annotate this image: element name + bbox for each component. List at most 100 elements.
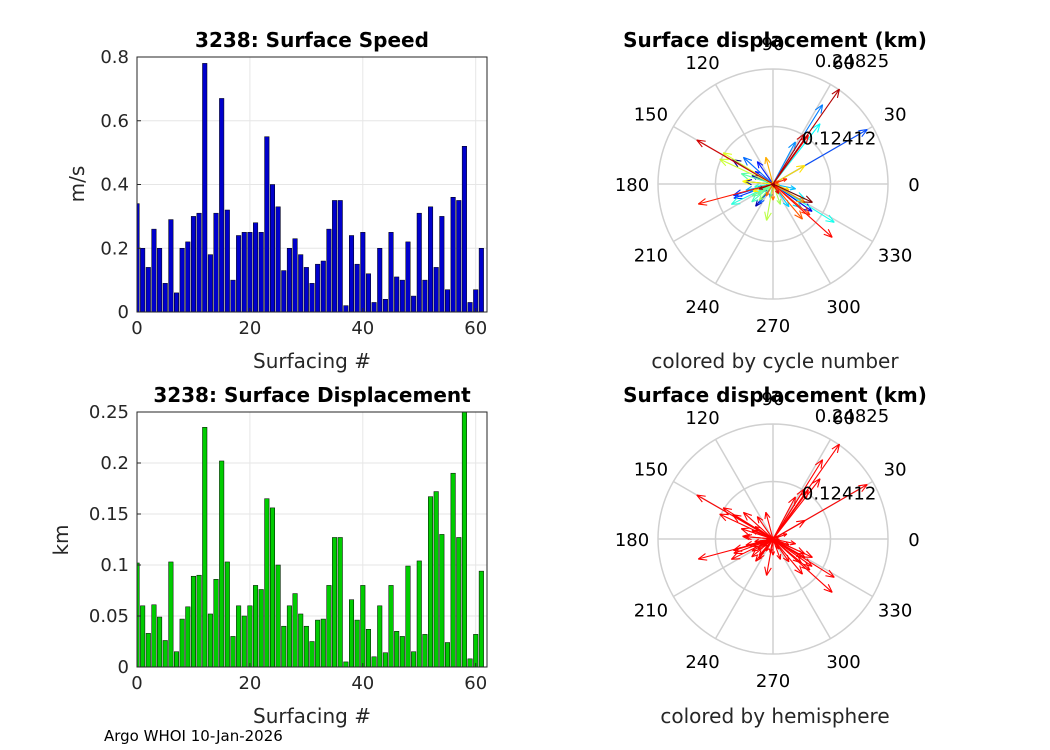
speed-bar [461,146,467,313]
polar2-arrow-head [698,558,708,561]
polar2-arrow-head [743,511,753,516]
speed-bar [337,200,343,313]
displacement-bar [399,636,405,668]
speed-bar [382,299,388,313]
displacement-bar [253,585,259,668]
polar2-arrow [742,511,774,540]
polar1-arrow-head [743,156,753,161]
polar2-arrow-head [796,488,805,495]
displacement-bar [207,613,213,668]
speed-bar [422,279,428,313]
displacement-y-axis-label: km [49,524,73,555]
speed-bar [151,228,157,313]
displacement-bar [241,615,247,668]
polar2-arrow-head [751,550,756,558]
polar2-arrow-head [783,533,788,538]
polar2-arrow-shaft [766,538,774,576]
polar2-arrow-head [788,496,796,504]
speed-bar [207,254,213,313]
polar1-spoke [772,84,832,185]
polar1-arrow-shaft [765,183,774,197]
polar2-arrow-shaft [772,538,813,558]
polar1-angle-label: 60 [832,53,855,74]
speed-bar [230,279,236,313]
speed-bar [241,232,247,313]
displacement-bar [320,618,326,668]
polar1-arrow-head [811,123,821,129]
polar1-spoke [714,183,774,284]
polar2-arrow-head [741,527,750,530]
displacement-x-tick-label: 0 [131,673,142,694]
polar2-arrow-shaft [719,513,774,540]
speed-bar [213,212,219,313]
polar2-arrow [764,511,774,540]
polar2-arrow-head [823,588,833,593]
polar2-arrow-shaft [772,533,788,540]
polar1-arrow-head [770,196,774,201]
polar1-arrow-shaft [772,183,833,238]
polar2-arrow-head [696,494,703,503]
polar1-arrow-head [764,157,767,165]
displacement-bar [174,651,180,668]
polar1-angle-label: 30 [884,105,907,126]
displacement-bar [230,636,236,668]
displacement-bar [377,605,383,668]
polar1-arrow-shaft [772,141,796,185]
speed-bar [315,263,321,313]
polar2-arrow-shaft [757,538,774,551]
polar1-arrow-head [799,165,806,173]
displacement-bar [416,560,422,668]
polar1-arrow-head [740,173,749,180]
speed-x-tick-label: 60 [464,318,487,339]
polar2-arrow-head [723,507,733,510]
polar1-arrow-head [788,141,796,149]
polar2-arrow [772,538,833,593]
polar1-arrow-head [858,129,868,132]
polar1-arrow-head [836,89,840,99]
polar2-arrow-shaft [743,511,774,540]
polar1-title: Surface displacement (km) [623,28,927,52]
displacement-bar [439,534,445,668]
speed-bar [258,232,264,313]
displacement-bar [275,564,281,668]
polar2-arrow-head [770,551,774,556]
displacement-bar [371,656,377,668]
displacement-y-tick-label: 0.2 [100,453,129,474]
displacement-bar [354,619,360,668]
polar2-angle-label: 180 [615,530,649,551]
polar2-arrow-head [805,550,813,558]
polar1-arrow-shaft [757,183,774,196]
polar1-angle-label: 90 [762,34,785,55]
polar-cycle-chart: Surface displacement (km) 0 30 60 90 120 150 1… [615,28,927,373]
displacement-bar [405,565,411,668]
polar2-arrow [764,538,774,576]
polar1-arrow-head [731,203,741,205]
speed-bar [411,295,417,313]
polar1-arrow-head [757,161,764,166]
polar2-arrow-head [765,546,768,552]
polar1-arrow [757,183,774,196]
polar1-arrow-head [814,104,823,111]
polar2-arrow-head [740,528,749,535]
displacement-bar [303,625,309,668]
speed-bar [326,228,332,313]
speed-bar [247,232,253,313]
speed-bar [281,270,287,313]
polar1-arrow [740,172,774,185]
speed-bar [253,222,259,313]
displacement-bar [332,537,338,668]
displacement-bar [213,579,219,668]
polar1-arrow-head [783,178,788,183]
polar2-arrow-shaft [765,538,774,552]
polar2-arrow-head [799,520,806,528]
polar2-arrow-head [742,512,748,521]
displacement-bar [162,640,168,668]
polar2-arrow [770,539,776,556]
speed-bar [286,248,292,313]
polar1-arrow-head [806,203,813,212]
displacement-bar [388,585,394,668]
polar2-arrow-head [814,459,823,466]
polar1-arrow-head [741,172,750,175]
polar1-caption: colored by cycle number [651,349,899,373]
polar1-arrow-head [696,139,706,142]
